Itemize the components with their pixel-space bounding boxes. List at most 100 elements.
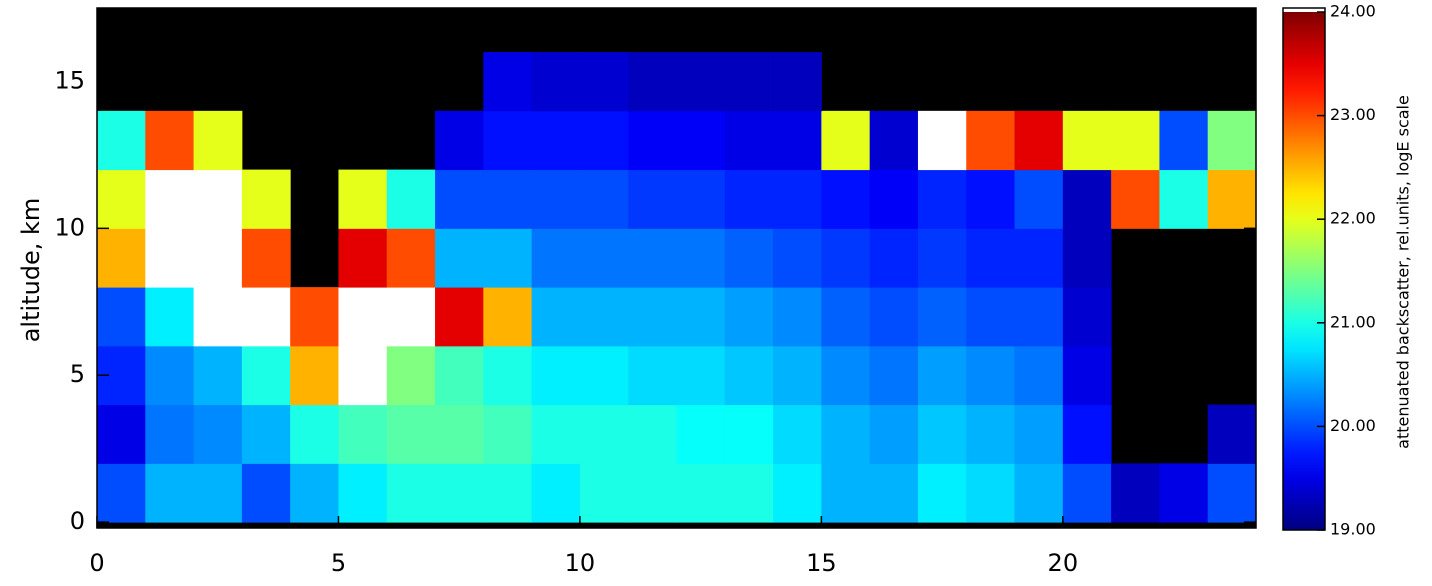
heat-cell — [1207, 110, 1257, 171]
heat-cell — [869, 110, 919, 171]
heat-cell — [966, 463, 1016, 523]
heat-cell — [338, 463, 388, 523]
heat-cell — [483, 52, 533, 112]
colorbar-label: attenuated backscatter, rel.units, logE … — [1394, 95, 1413, 449]
heat-cell — [966, 228, 1016, 288]
heat-cell — [628, 287, 677, 347]
heat-cell — [821, 287, 871, 347]
heat-cell — [628, 345, 677, 406]
heat-cell — [290, 463, 339, 523]
heat-cell — [241, 345, 291, 406]
heat-cell — [193, 228, 243, 288]
y-tick-label: 0 — [70, 507, 85, 535]
heat-cell — [628, 463, 677, 523]
heat-cell — [531, 345, 581, 406]
heat-cell — [869, 287, 919, 347]
x-tick-label: 10 — [565, 549, 596, 577]
colorbar-tick-label: 20.00 — [1330, 416, 1376, 435]
heat-cell — [435, 287, 484, 347]
heat-cell — [1062, 110, 1112, 171]
heat-cell — [1207, 169, 1257, 229]
heat-cell — [821, 228, 871, 288]
heat-cell — [1014, 110, 1064, 171]
heat-cell — [917, 345, 967, 406]
heat-cell — [241, 287, 291, 347]
heat-cell — [1062, 404, 1112, 464]
heat-cell — [869, 228, 919, 288]
heat-cell — [724, 228, 774, 288]
heat-cell — [531, 228, 581, 288]
heat-cell — [1207, 404, 1257, 464]
heat-cell — [821, 463, 871, 523]
heat-cell — [628, 169, 677, 229]
heat-cell — [773, 169, 822, 229]
heat-cell — [435, 463, 484, 523]
colorbar-frame — [1282, 7, 1326, 531]
heat-cell — [531, 110, 581, 171]
heat-cell — [1014, 228, 1064, 288]
heat-cell — [290, 404, 339, 464]
heat-cell — [145, 463, 195, 523]
heat-cell — [579, 404, 629, 464]
heat-cell — [917, 169, 967, 229]
heat-cell — [193, 287, 243, 347]
x-tick-label: 20 — [1048, 549, 1079, 577]
heat-cell — [724, 404, 774, 464]
heat-cell — [676, 404, 726, 464]
heat-cell — [531, 169, 581, 229]
heat-cell — [1062, 287, 1112, 347]
heat-cell — [676, 169, 726, 229]
heat-cell — [773, 110, 822, 171]
heat-cell — [917, 287, 967, 347]
heat-cell — [483, 404, 533, 464]
heat-cell — [531, 404, 581, 464]
heat-cell — [193, 463, 243, 523]
heat-cell — [338, 287, 388, 347]
heat-cell — [1062, 345, 1112, 406]
heat-cell — [145, 287, 195, 347]
heat-cell — [386, 228, 436, 288]
heat-cell — [483, 169, 533, 229]
heat-cell — [966, 110, 1016, 171]
colorbar-tick-label: 21.00 — [1330, 312, 1376, 331]
heat-cell — [869, 169, 919, 229]
heat-cell — [579, 110, 629, 171]
heat-cell — [193, 110, 243, 171]
heat-cell — [145, 228, 195, 288]
colorbar-tick-label: 22.00 — [1330, 209, 1376, 228]
heat-cell — [821, 404, 871, 464]
heat-cell — [773, 345, 822, 406]
heat-cell — [724, 110, 774, 171]
heat-cell — [145, 345, 195, 406]
heat-cell — [917, 228, 967, 288]
heat-cell — [338, 228, 388, 288]
heat-cell — [724, 345, 774, 406]
heat-cell — [1062, 169, 1112, 229]
heat-cell — [966, 404, 1016, 464]
plot-frame — [96, 7, 1257, 529]
heat-cell — [290, 345, 339, 406]
colorbar — [1283, 12, 1325, 530]
heat-cell — [579, 287, 629, 347]
heat-cell — [531, 463, 581, 523]
heat-cell — [145, 110, 195, 171]
colorbar-tick-label: 19.00 — [1330, 520, 1376, 539]
colorbar-tick-label: 23.00 — [1330, 105, 1376, 124]
heat-cell — [145, 404, 195, 464]
heat-cell — [869, 404, 919, 464]
heat-cell — [193, 404, 243, 464]
y-tick-label: 5 — [70, 360, 85, 388]
heat-cell — [386, 463, 436, 523]
heat-cell — [338, 345, 388, 406]
heat-cell — [917, 463, 967, 523]
heat-cell — [483, 345, 533, 406]
heat-cell — [869, 463, 919, 523]
heat-cell — [579, 228, 629, 288]
heat-cell — [628, 52, 677, 112]
heat-cell — [193, 169, 243, 229]
y-tick-label: 15 — [54, 66, 85, 94]
heat-cell — [435, 110, 484, 171]
heat-cell — [435, 345, 484, 406]
heat-cell — [821, 110, 871, 171]
heat-cell — [579, 169, 629, 229]
